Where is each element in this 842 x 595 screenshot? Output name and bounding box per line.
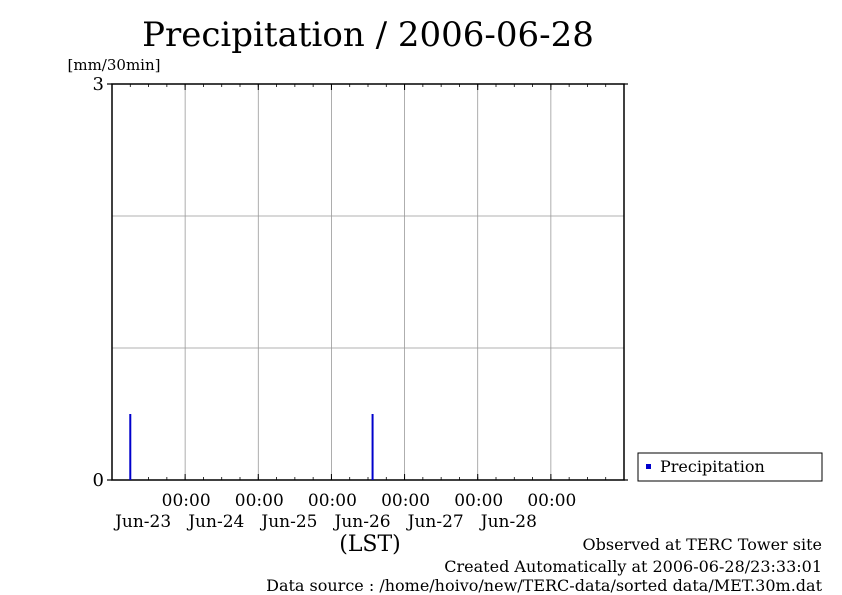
y-unit-label: [mm/30min] xyxy=(68,56,161,74)
x-tick-date-label: Jun-25 xyxy=(259,512,317,532)
chart-title: Precipitation / 2006-06-28 xyxy=(142,15,594,55)
legend-box xyxy=(637,452,823,482)
x-tick-time-label: 00:00 xyxy=(308,491,357,511)
x-tick-date-label: Jun-23 xyxy=(113,512,171,532)
x-tick-date-label: Jun-24 xyxy=(186,512,244,532)
x-tick-time-label: 00:00 xyxy=(381,491,430,511)
x-tick-time-label: 00:00 xyxy=(235,491,284,511)
x-tick-time-label: 00:00 xyxy=(162,491,211,511)
legend-swatch xyxy=(646,464,651,469)
data-bars xyxy=(129,414,374,480)
x-tick-time-label: 00:00 xyxy=(527,491,576,511)
legend-label: Precipitation xyxy=(660,457,765,476)
x-tick-date-label: Jun-26 xyxy=(333,512,391,532)
x-tick-date-label: Jun-28 xyxy=(479,512,537,532)
grid-lines xyxy=(112,84,624,480)
axis-ticks xyxy=(107,83,628,481)
y-tick-labels: 03 xyxy=(93,74,104,491)
x-tick-time-label: 00:00 xyxy=(454,491,503,511)
legend: Precipitation xyxy=(637,452,823,482)
x-tick-date-label: Jun-27 xyxy=(406,512,464,532)
x-axis-label: (LST) xyxy=(339,532,401,557)
footer-observed: Observed at TERC Tower site xyxy=(583,535,823,554)
plot-frame xyxy=(111,83,625,481)
y-tick-label: 0 xyxy=(93,470,104,491)
y-tick-label: 3 xyxy=(93,74,104,95)
x-tick-labels: 00:00Jun-2300:00Jun-2400:00Jun-2500:00Ju… xyxy=(113,491,576,532)
footer-created: Created Automatically at 2006-06-28/23:3… xyxy=(444,557,822,576)
footer-data-source: Data source : /home/hoivo/new/TERC-data/… xyxy=(266,576,822,595)
